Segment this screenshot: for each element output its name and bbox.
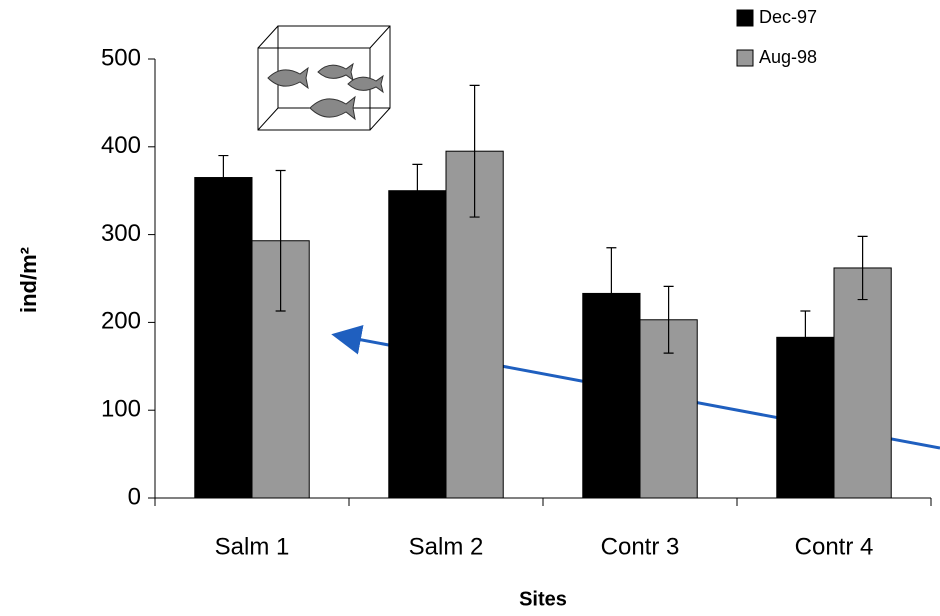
legend-label: Dec-97 (759, 7, 817, 27)
bar (834, 268, 891, 498)
x-tick-label: Contr 3 (601, 533, 680, 560)
y-axis-label: ind/m² (16, 247, 41, 313)
y-tick-label: 0 (128, 483, 141, 510)
chart: ind/m² Sites 0 100 200 300 400 500 Salm 1 Salm … (0, 0, 940, 616)
y-tick-label: 200 (101, 308, 141, 335)
x-tick-label: Contr 4 (795, 533, 874, 560)
fish-tank-icon (258, 26, 390, 130)
legend-swatch (737, 10, 753, 26)
legend-label: Aug-98 (759, 47, 817, 67)
bar (389, 191, 446, 498)
x-axis-label: Sites (519, 588, 567, 610)
x-tick-label: Salm 2 (409, 533, 484, 560)
bar (195, 178, 252, 498)
y-tick-label: 500 (101, 44, 141, 71)
x-tick-label: Salm 1 (215, 533, 290, 560)
y-tick-label: 100 (101, 396, 141, 423)
legend-swatch (737, 50, 753, 66)
y-tick-label: 400 (101, 132, 141, 159)
y-tick-label: 300 (101, 220, 141, 247)
